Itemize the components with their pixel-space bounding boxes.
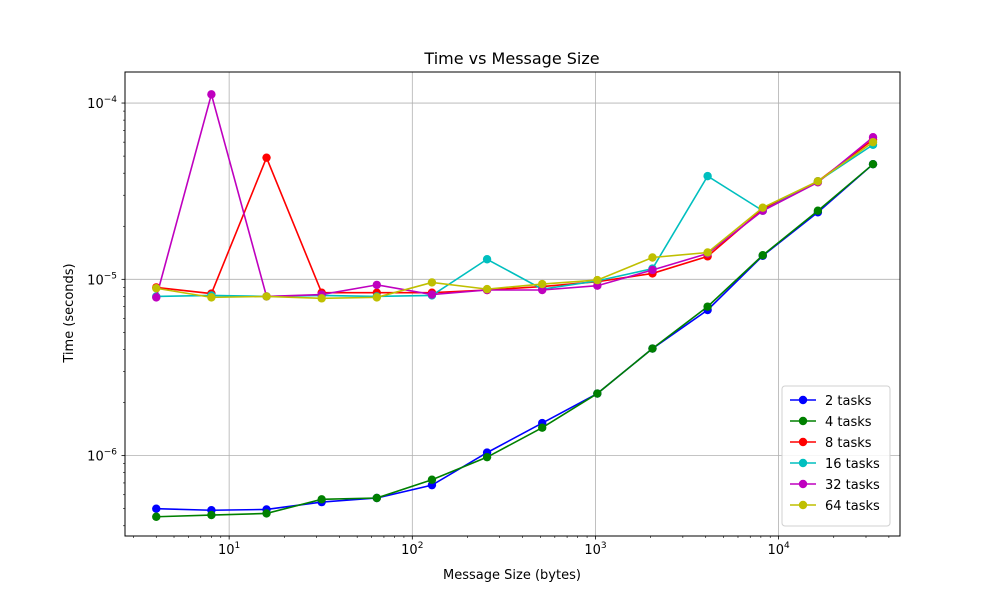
legend-marker-8-tasks — [798, 437, 808, 447]
data-point-64-tasks — [207, 293, 216, 302]
data-point-32-tasks — [152, 293, 161, 302]
data-point-64-tasks — [703, 248, 712, 257]
data-point-32-tasks — [538, 285, 547, 295]
data-point-4-tasks — [207, 510, 216, 520]
data-point-2-tasks — [152, 504, 161, 513]
plot-frame — [124, 71, 901, 537]
legend-label-8-tasks: 8 tasks — [825, 436, 872, 451]
grid-layer — [125, 72, 900, 536]
data-point-16-tasks — [703, 171, 712, 181]
legend: 2 tasks 4 tasks 8 tasks 16 tasks 32 tasks 64 … — [781, 385, 891, 527]
data-point-64-tasks — [813, 177, 823, 186]
data-point-32-tasks — [427, 290, 437, 299]
data-point-4-tasks — [703, 302, 712, 311]
data-point-64-tasks — [427, 278, 437, 287]
data-point-16-tasks — [482, 255, 492, 264]
legend-marker-2-tasks — [798, 395, 808, 405]
legend-marker-4-tasks — [798, 416, 808, 426]
chart-title: Time vs Message Size — [423, 49, 599, 68]
data-point-64-tasks — [152, 284, 161, 293]
legend-label-16-tasks: 16 tasks — [825, 457, 880, 472]
data-point-64-tasks — [317, 294, 326, 303]
legend-label-64-tasks: 64 tasks — [825, 499, 880, 514]
data-point-64-tasks — [868, 137, 878, 147]
legend-label-2-tasks: 2 tasks — [825, 394, 872, 409]
data-point-64-tasks — [538, 279, 547, 289]
data-point-64-tasks — [482, 284, 492, 294]
data-point-4-tasks — [427, 475, 437, 484]
data-point-64-tasks — [593, 275, 602, 285]
y-axis-label: Time (seconds) — [62, 263, 77, 363]
data-point-64-tasks — [758, 203, 767, 212]
data-point-64-tasks — [648, 253, 657, 262]
legend-marker-32-tasks — [798, 479, 808, 489]
data-point-4-tasks — [482, 452, 492, 462]
series-line-64-tasks — [156, 141, 874, 300]
legend-marker-16-tasks — [798, 458, 808, 468]
legend-label-4-tasks: 4 tasks — [825, 415, 872, 430]
data-point-4-tasks — [593, 389, 602, 398]
data-point-4-tasks — [262, 509, 271, 518]
series-layer — [152, 90, 878, 521]
data-point-4-tasks — [538, 423, 547, 432]
data-point-4-tasks — [758, 251, 767, 260]
data-point-4-tasks — [317, 495, 326, 504]
data-point-4-tasks — [813, 206, 823, 215]
data-point-4-tasks — [152, 512, 161, 521]
series-line-4-tasks — [156, 163, 874, 518]
data-point-64-tasks — [372, 293, 382, 302]
data-point-8-tasks — [262, 153, 271, 162]
plot-area — [125, 72, 900, 536]
series-4-tasks — [152, 159, 878, 521]
data-point-32-tasks — [207, 90, 216, 99]
data-point-32-tasks — [648, 265, 657, 275]
data-point-64-tasks — [262, 292, 271, 301]
data-point-32-tasks — [372, 280, 382, 290]
data-point-4-tasks — [648, 344, 657, 353]
legend-marker-64-tasks — [798, 500, 808, 510]
data-point-4-tasks — [372, 493, 382, 503]
series-64-tasks — [152, 137, 878, 303]
data-point-4-tasks — [868, 159, 878, 169]
x-axis-label: Message Size (bytes) — [443, 568, 581, 583]
legend-label-32-tasks: 32 tasks — [825, 478, 880, 493]
